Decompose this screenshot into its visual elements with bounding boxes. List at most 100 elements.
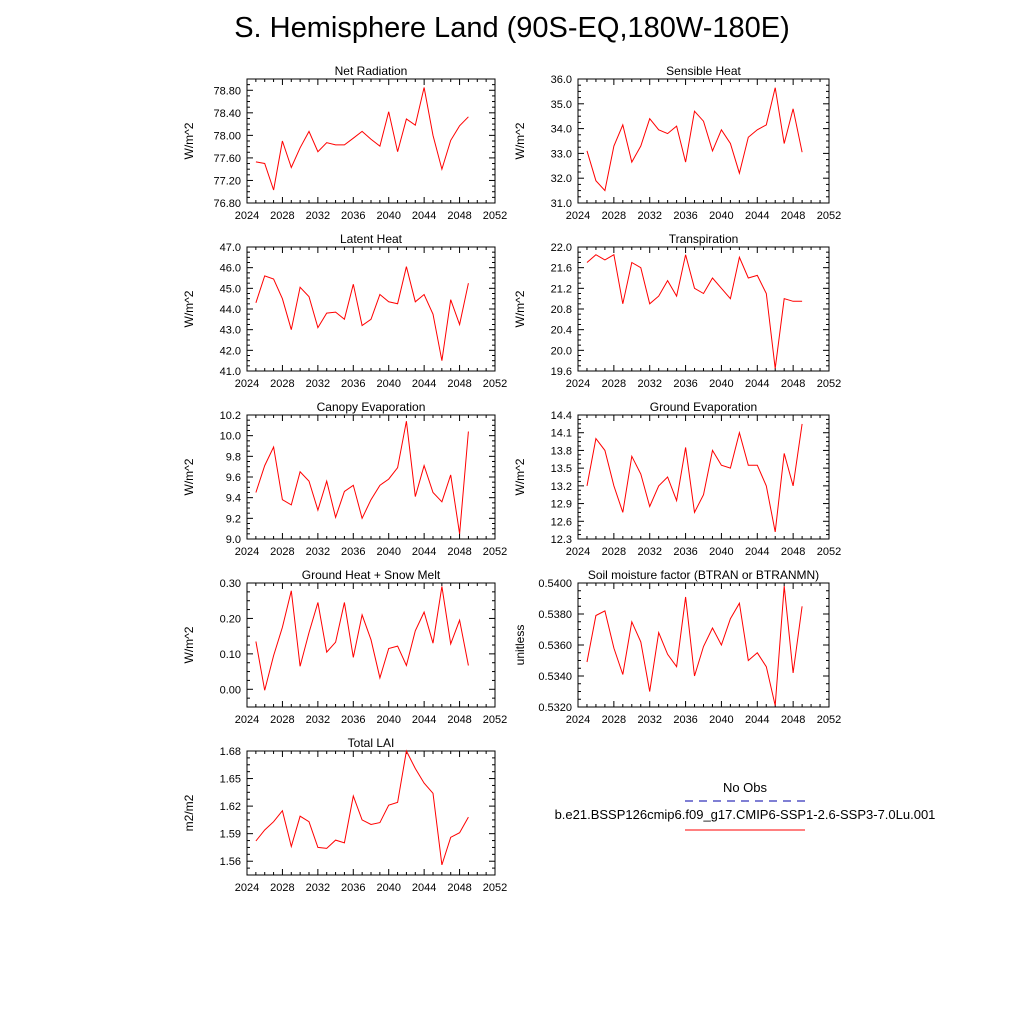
x-tick-label: 2048 <box>781 546 805 558</box>
x-tick-label: 2028 <box>270 210 294 222</box>
chart-title: Ground Evaporation <box>650 400 757 414</box>
x-tick-label: 2036 <box>341 882 365 894</box>
x-tick-label: 2044 <box>412 378 436 390</box>
x-tick-label: 2052 <box>483 882 507 894</box>
y-axis-label: W/m^2 <box>182 626 196 663</box>
x-tick-label: 2036 <box>341 210 365 222</box>
chart-panel: Ground Evaporation W/m^2 2024 2028 2032 2036 2… <box>513 400 841 558</box>
y-tick-label: 0.30 <box>220 578 241 590</box>
x-tick-label: 2024 <box>235 546 259 558</box>
x-tick-label: 2024 <box>566 714 590 726</box>
chart-title: Ground Heat + Snow Melt <box>302 568 441 582</box>
y-tick-label: 14.1 <box>551 428 572 440</box>
y-tick-label: 9.8 <box>226 451 241 463</box>
plot-frame <box>246 78 496 204</box>
x-tick-label: 2048 <box>447 546 471 558</box>
chart-panel: Soil moisture factor (BTRAN or BTRANMN) u… <box>513 568 841 726</box>
plot-frame <box>577 582 830 708</box>
x-tick-label: 2036 <box>341 378 365 390</box>
chart-panel: Ground Heat + Snow Melt W/m^2 2024 2028 2032… <box>182 568 507 726</box>
x-tick-label: 2036 <box>673 378 697 390</box>
x-tick-label: 2032 <box>637 210 661 222</box>
x-tick-label: 2040 <box>709 210 733 222</box>
y-axis-label: W/m^2 <box>182 290 196 327</box>
x-tick-label: 2028 <box>270 378 294 390</box>
y-tick-label: 43.0 <box>220 325 241 337</box>
plot-frame <box>246 246 496 372</box>
y-tick-label: 9.6 <box>226 472 241 484</box>
y-tick-label: 9.2 <box>226 513 241 525</box>
x-tick-label: 2048 <box>447 882 471 894</box>
y-tick-label: 78.80 <box>213 85 241 97</box>
y-tick-label: 0.5320 <box>538 702 572 714</box>
x-tick-label: 2044 <box>745 210 769 222</box>
plot-frame <box>577 414 830 540</box>
x-tick-label: 2028 <box>602 210 626 222</box>
y-tick-label: 9.0 <box>226 534 241 546</box>
y-tick-label: 44.0 <box>220 304 241 316</box>
x-tick-label: 2028 <box>602 378 626 390</box>
x-tick-label: 2036 <box>341 714 365 726</box>
x-tick-label: 2044 <box>745 714 769 726</box>
chart-title: Sensible Heat <box>666 64 741 78</box>
x-tick-label: 2032 <box>306 714 330 726</box>
y-tick-label: 33.0 <box>551 148 572 160</box>
chart-title: Total LAI <box>348 736 395 750</box>
y-tick-label: 14.4 <box>551 410 572 422</box>
series-line <box>586 423 803 532</box>
y-tick-label: 34.0 <box>551 124 572 136</box>
x-tick-label: 2036 <box>673 714 697 726</box>
y-tick-label: 0.00 <box>220 684 241 696</box>
y-tick-label: 0.20 <box>220 613 241 625</box>
y-tick-label: 36.0 <box>551 74 572 86</box>
x-tick-label: 2028 <box>602 714 626 726</box>
plot-frame <box>246 582 496 708</box>
y-axis-label: W/m^2 <box>182 458 196 495</box>
y-tick-label: 19.6 <box>551 366 572 378</box>
x-tick-label: 2028 <box>270 546 294 558</box>
y-tick-label: 20.0 <box>551 345 572 357</box>
series-line <box>255 421 469 534</box>
plot-frame <box>246 750 496 876</box>
chart-title: Canopy Evaporation <box>317 400 426 414</box>
legend: No Obs b.e21.BSSP126cmip6.f09_g17.CMIP6-… <box>555 780 935 831</box>
y-tick-label: 0.5360 <box>538 640 572 652</box>
x-tick-label: 2052 <box>817 210 841 222</box>
x-tick-label: 2052 <box>483 546 507 558</box>
y-tick-label: 1.59 <box>220 829 241 841</box>
y-tick-label: 0.5380 <box>538 609 572 621</box>
y-tick-label: 10.0 <box>220 431 241 443</box>
x-tick-label: 2036 <box>673 546 697 558</box>
x-tick-label: 2044 <box>745 546 769 558</box>
x-tick-label: 2024 <box>235 210 259 222</box>
y-tick-label: 12.6 <box>551 516 572 528</box>
x-tick-label: 2040 <box>376 882 400 894</box>
x-tick-label: 2040 <box>709 546 733 558</box>
x-tick-label: 2036 <box>673 210 697 222</box>
x-tick-label: 2032 <box>637 714 661 726</box>
x-tick-label: 2024 <box>235 714 259 726</box>
y-tick-label: 20.8 <box>551 304 572 316</box>
chart-title: Net Radiation <box>335 64 408 78</box>
y-tick-label: 45.0 <box>220 283 241 295</box>
y-tick-label: 47.0 <box>220 242 241 254</box>
y-tick-label: 1.56 <box>220 856 241 868</box>
y-tick-label: 76.80 <box>213 198 241 210</box>
x-tick-label: 2040 <box>376 546 400 558</box>
y-tick-label: 13.5 <box>551 463 572 475</box>
x-tick-label: 2032 <box>306 882 330 894</box>
chart-title: Soil moisture factor (BTRAN or BTRANMN) <box>588 568 819 582</box>
y-tick-label: 9.4 <box>226 493 241 505</box>
x-tick-label: 2024 <box>566 210 590 222</box>
series-line <box>586 586 803 706</box>
y-tick-label: 46.0 <box>220 263 241 275</box>
y-tick-label: 77.20 <box>213 175 241 187</box>
chart-panel: Total LAI m2/m2 2024 2028 2032 2036 2040 2044 20… <box>182 736 507 894</box>
x-tick-label: 2048 <box>781 210 805 222</box>
x-tick-label: 2052 <box>483 714 507 726</box>
x-tick-label: 2024 <box>566 378 590 390</box>
y-tick-label: 1.65 <box>220 774 241 786</box>
x-tick-label: 2032 <box>306 378 330 390</box>
y-axis-label: W/m^2 <box>182 122 196 159</box>
y-tick-label: 10.2 <box>220 410 241 422</box>
